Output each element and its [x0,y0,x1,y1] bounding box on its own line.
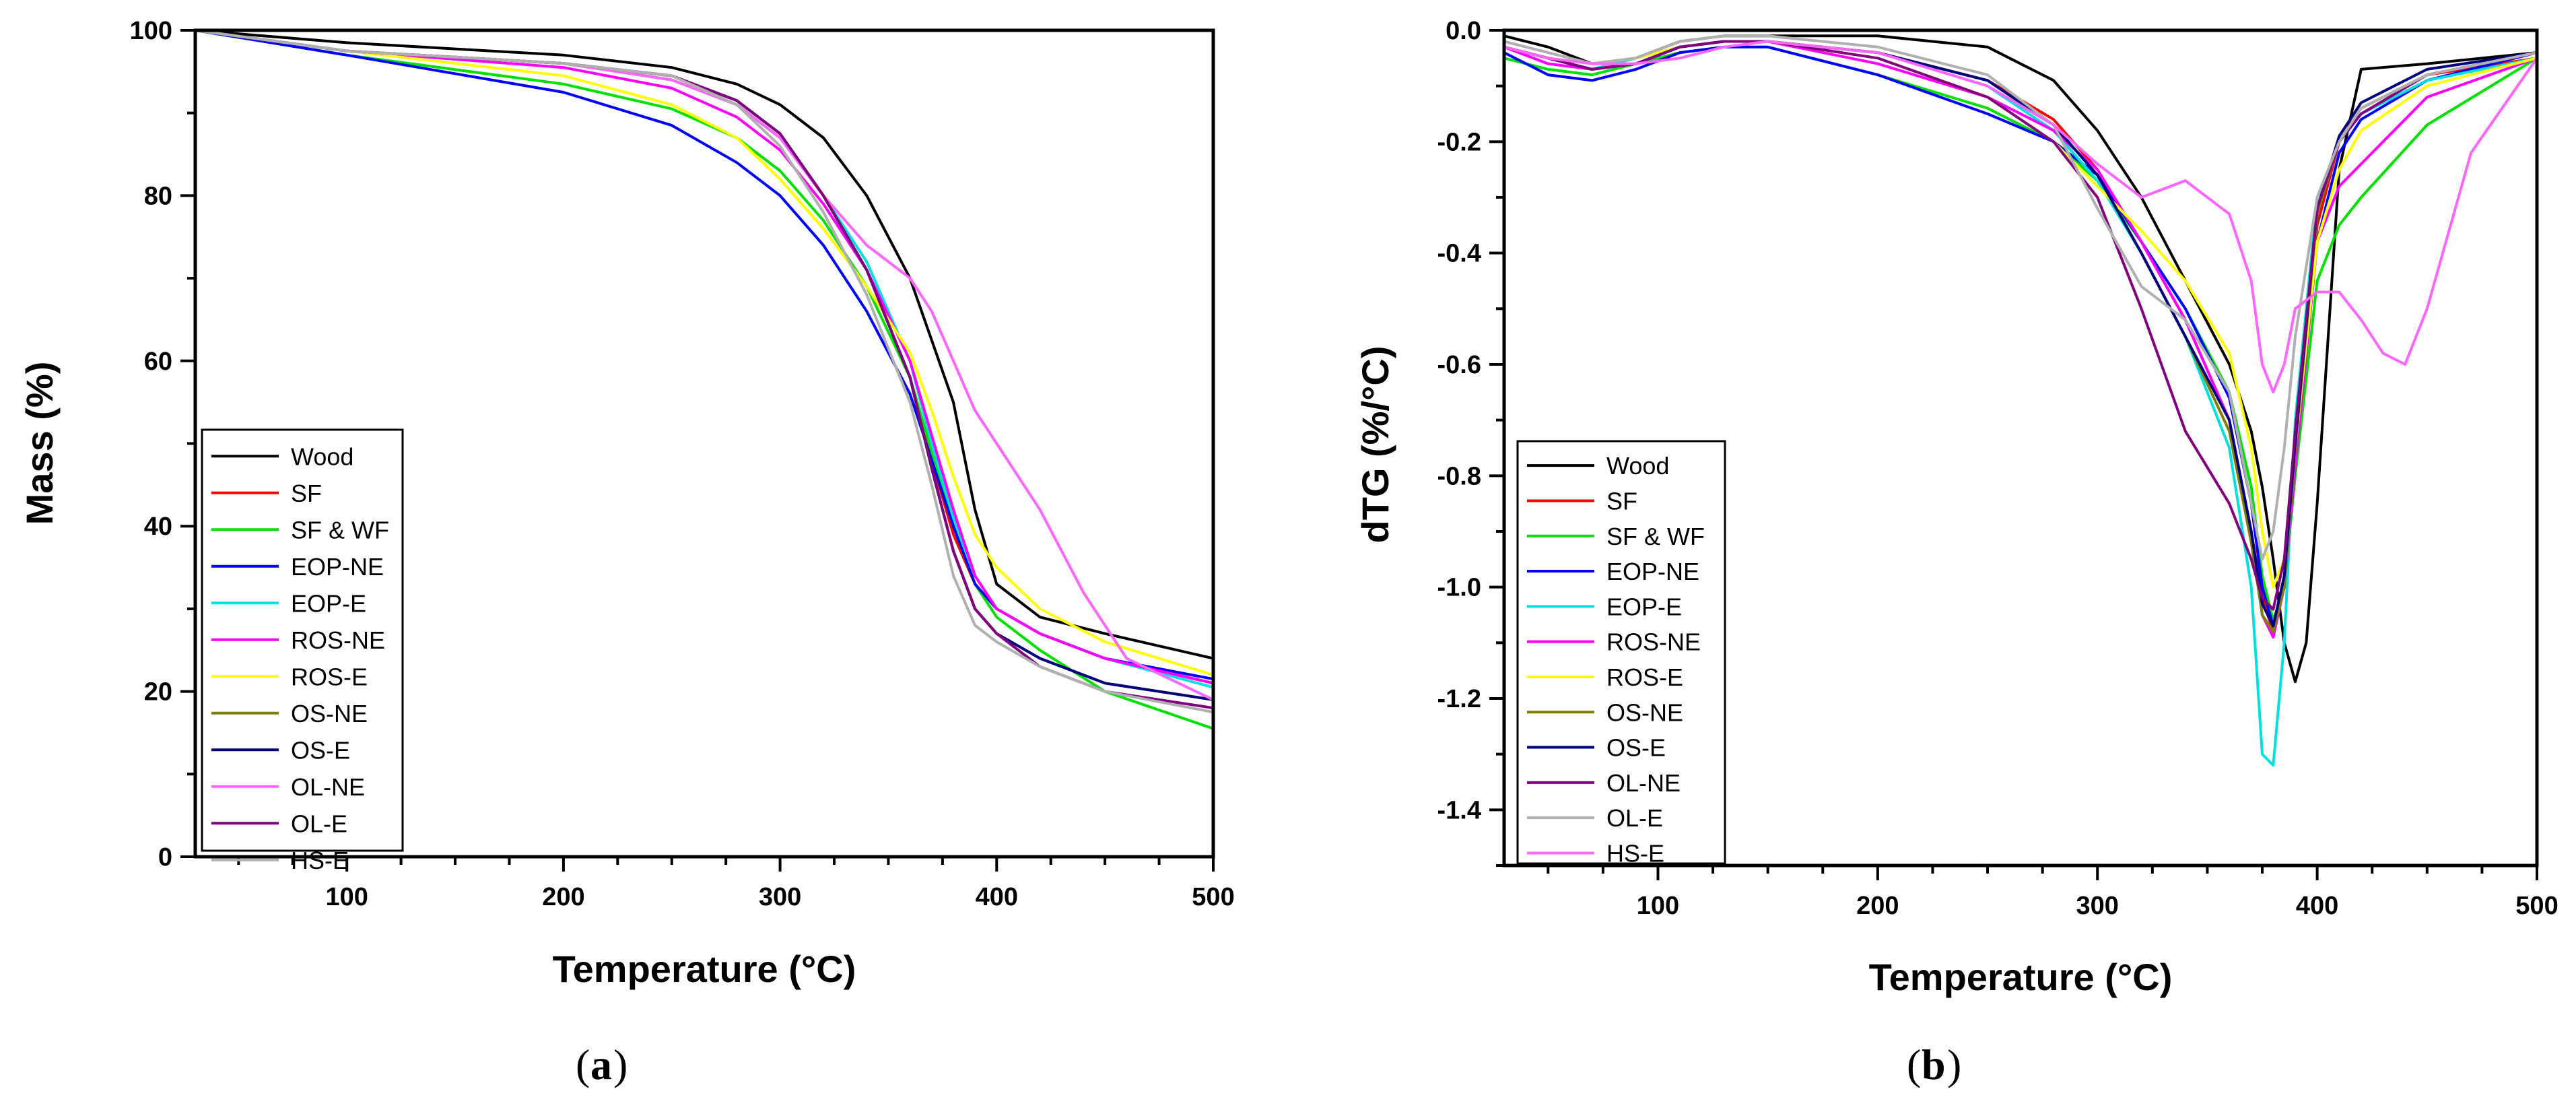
chart-a-series-lines [195,30,1213,730]
legend-label: OS-E [291,736,350,764]
legend-label: OS-E [1606,734,1666,762]
chart-a-x-axis-title: Temperature (°C) [553,948,856,990]
series-line-ros-e [195,30,1213,677]
series-line-hs-e [1504,40,2537,394]
legend-label: ROS-NE [291,626,385,654]
legend-label: OS-NE [291,700,368,727]
y-tick-label: 40 [144,513,172,541]
y-tick-label: -1.0 [1437,574,1481,602]
legend-label: SF & WF [1606,523,1705,550]
legend-label: OL-E [1606,804,1663,832]
legend-label: Wood [291,443,353,470]
caption-b-open-paren: ( [1907,1041,1921,1088]
legend-label: EOP-E [291,589,366,617]
series-line-ol-ne [195,30,1213,701]
series-line-ol-ne [1504,40,2537,611]
caption-a-close-paren: ) [613,1041,628,1088]
x-tick-label: 300 [2076,892,2119,920]
caption-b-letter: b [1922,1041,1946,1088]
legend-label: ROS-E [1606,663,1683,691]
x-tick-label: 500 [2515,892,2558,920]
chart-b-series-lines [1504,34,2537,767]
x-tick-label: 500 [1192,883,1234,911]
y-tick-label: 0 [158,843,172,872]
legend-label: SF [1606,487,1637,515]
y-tick-label: -1.2 [1437,685,1481,713]
y-tick-label: 80 [144,182,172,210]
series-line-hs-e [195,30,1213,714]
legend-label: OS-NE [1606,698,1683,726]
x-tick-label: 400 [2296,892,2338,920]
chart-a-legend: Wood SF SF & WF EOP-NE EOP-E ROS-NE ROS-E OS-NE… [201,428,404,874]
caption-a-open-paren: ( [576,1041,590,1088]
legend-box [1516,440,1726,865]
y-tick-label: 20 [144,678,172,707]
y-tick-label: 100 [130,17,172,45]
x-tick-label: 300 [759,883,801,911]
x-tick-label: 100 [325,883,368,911]
series-line-ol-e [1504,34,2537,561]
chart-b-y-axis-title: dTG (%/°C) [1354,346,1396,543]
caption-b-close-paren: ) [1947,1041,1961,1088]
legend-label: Wood [1606,452,1669,480]
chart-a-caption: ( a ) [576,1041,628,1088]
chart-a-ticks: 100 200 300 400 500 0 20 40 60 80 100 [130,17,1235,911]
legend-label: SF [291,480,322,507]
legend-label: EOP-NE [291,553,384,581]
y-tick-label: -0.4 [1437,240,1481,268]
chart-b-x-axis-title: Temperature (°C) [1869,956,2173,998]
legend-label: ROS-E [291,663,368,690]
chart-a-y-axis-title: Mass (%) [18,362,61,525]
y-tick-label: 60 [144,348,172,376]
y-tick-label: -0.8 [1437,462,1481,490]
y-tick-label: 0.0 [1446,17,1481,45]
x-tick-label: 100 [1637,892,1679,920]
y-tick-label: -0.2 [1437,128,1481,156]
x-tick-label: 400 [976,883,1018,911]
legend-label: HS-E [1606,839,1664,867]
chart-b-caption: ( b ) [1907,1041,1961,1088]
legend-label: EOP-NE [1606,558,1699,585]
chart-b-dtg: 100 200 300 400 500 0.0 -0.2 -0.4 -0.6 -0.8 -1.0 -1… [1354,17,2558,1088]
legend-label: OL-NE [291,773,365,801]
legend-label: EOP-E [1606,593,1682,620]
legend-label: OL-NE [1606,769,1681,797]
chart-b-legend: Wood SF SF & WF EOP-NE EOP-E ROS-NE ROS-E OS-NE… [1516,440,1726,867]
series-line-ros-ne [195,30,1213,685]
series-line-sf-wf [195,30,1213,730]
y-tick-label: -1.4 [1437,796,1481,824]
chart-a-mass: 100 200 300 400 500 0 20 40 60 80 100 Wood SF SF & W… [18,17,1235,1088]
legend-label: ROS-NE [1606,628,1701,656]
chart-a-plot-frame [193,28,1215,859]
chart-b-plot-frame [1502,28,2539,868]
chart-b-ticks: 100 200 300 400 500 0.0 -0.2 -0.4 -0.6 -0.8 -1.0 -1… [1437,17,2558,920]
legend-label: OL-E [291,810,347,837]
x-tick-label: 200 [1856,892,1899,920]
series-line-wood [195,30,1213,660]
caption-a-letter: a [590,1041,612,1088]
y-tick-label: -0.6 [1437,351,1481,379]
legend-label: SF & WF [291,516,389,544]
legend-label: HS-E [291,847,349,874]
x-tick-label: 200 [542,883,584,911]
